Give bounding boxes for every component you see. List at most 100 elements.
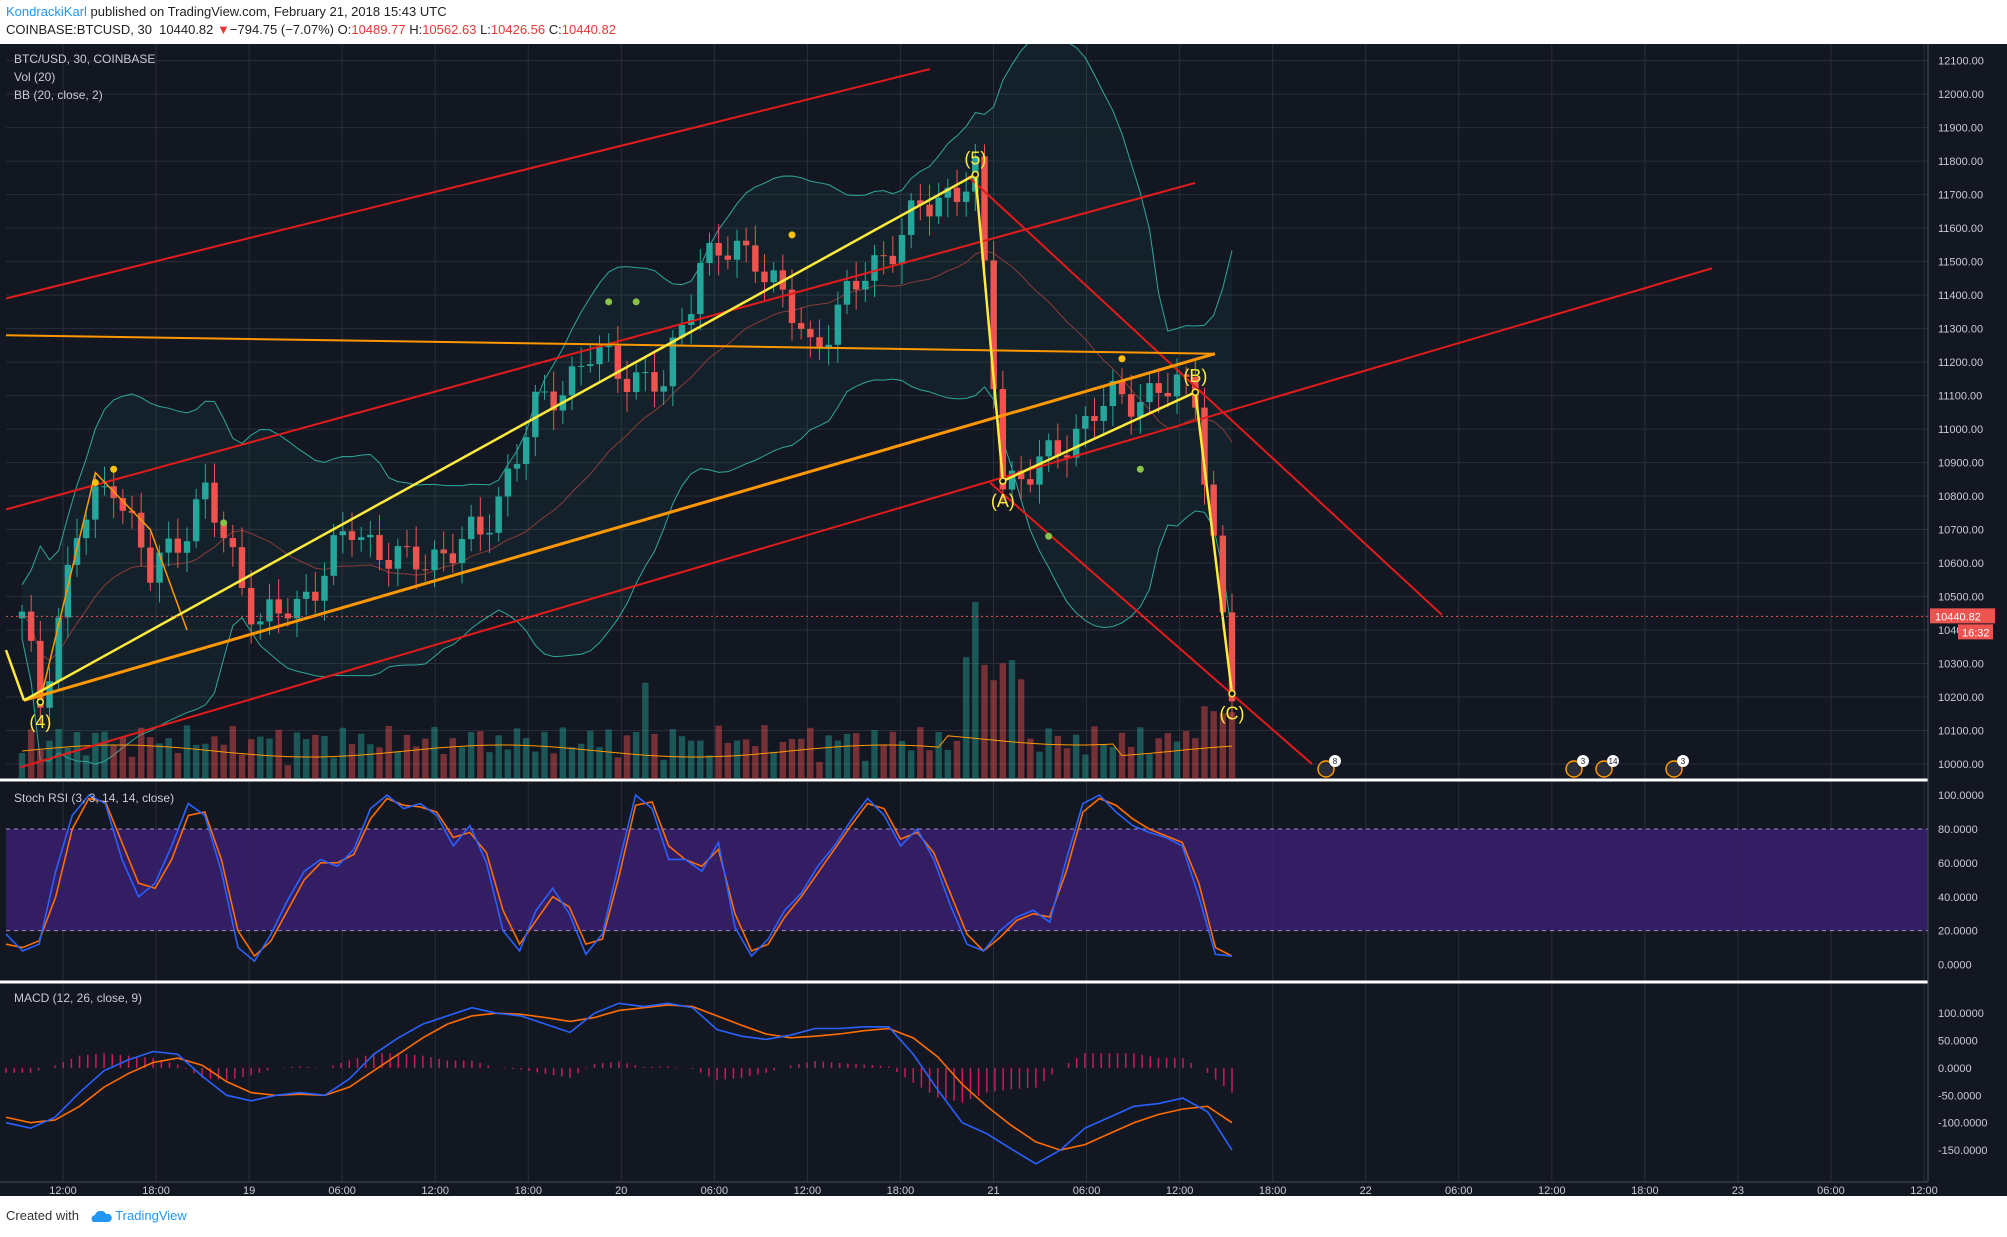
candle-body — [1008, 470, 1016, 490]
candle-body — [1118, 380, 1126, 395]
close-value: 10440.82 — [561, 22, 616, 37]
candle-body — [1100, 405, 1107, 422]
candle-body — [862, 280, 869, 290]
candle-body — [183, 541, 191, 553]
candle-body — [1146, 383, 1153, 403]
candle-body — [1045, 440, 1052, 457]
signal-dot — [220, 519, 228, 527]
volume-bar — [1127, 746, 1135, 779]
volume-bar — [394, 751, 402, 779]
volume-bar — [147, 737, 154, 779]
volume-bar — [192, 744, 200, 779]
macd-tick-label: -100.0000 — [1938, 1118, 1988, 1130]
high-value: 10562.63 — [422, 22, 477, 37]
volume-bar — [623, 735, 631, 779]
candle-body — [953, 187, 961, 202]
volume-bar — [779, 741, 787, 779]
event-count-text: 14 — [1609, 757, 1618, 766]
time-axis-background — [0, 1182, 2007, 1196]
candle-body — [174, 538, 182, 553]
candle-body — [522, 437, 530, 465]
low-value: 10426.56 — [490, 22, 546, 37]
candle-body — [999, 389, 1007, 490]
candle-body — [211, 482, 218, 523]
volume-bar — [46, 740, 53, 779]
time-tick-label: 06:00 — [1073, 1185, 1101, 1196]
author-link[interactable]: KondrackiKarl — [6, 4, 87, 19]
candle-body — [541, 391, 548, 393]
tradingview-brand-link[interactable]: TradingView — [115, 1208, 187, 1223]
candle-body — [761, 271, 768, 283]
volume-bar — [797, 738, 805, 779]
candle-body — [257, 621, 264, 625]
candle-body — [339, 531, 347, 536]
wave-label: (C) — [1220, 704, 1245, 724]
price-tick-label: 12000.00 — [1938, 89, 1984, 101]
volume-bar — [697, 740, 704, 779]
created-with-label: Created with — [6, 1208, 79, 1223]
volume-bar — [165, 738, 172, 779]
volume-bar — [339, 727, 347, 779]
volume-bar — [1146, 754, 1153, 779]
time-tick-label: 23 — [1732, 1185, 1744, 1196]
volume-bar — [1100, 744, 1107, 779]
candle-body — [623, 378, 631, 392]
price-tick-label: 10700.00 — [1938, 525, 1984, 537]
pane-titles: BTC/USD, 30, COINBASE Vol (20) BB (20, c… — [14, 52, 174, 1005]
price-tick-label: 10200.00 — [1938, 692, 1984, 704]
candle-body — [1182, 374, 1190, 377]
volume-bar — [687, 740, 695, 779]
candle-body — [917, 200, 924, 205]
time-tick-label: 12:00 — [421, 1185, 449, 1196]
volume-bar — [871, 730, 878, 779]
volume-bar — [642, 682, 649, 779]
time-tick-label: 06:00 — [1445, 1185, 1473, 1196]
candle-body — [532, 391, 539, 438]
volume-bar — [449, 738, 457, 779]
price-tick-label: 10300.00 — [1938, 659, 1984, 671]
time-tick-label: 12:00 — [1910, 1185, 1938, 1196]
candle-body — [156, 552, 163, 583]
price-tick-label: 10800.00 — [1938, 491, 1984, 503]
volume-bar — [247, 739, 255, 779]
volume-bar — [559, 727, 567, 779]
candle-body — [192, 499, 200, 542]
rsi-tick-label: 20.0000 — [1938, 926, 1978, 938]
candle-body — [1091, 416, 1098, 422]
candle-body — [1164, 392, 1172, 397]
candle-body — [128, 510, 136, 513]
bb-lower-line — [21, 378, 1233, 765]
price-tick-label: 11900.00 — [1938, 123, 1983, 135]
volume-bar — [1155, 738, 1162, 779]
volume-bar — [889, 731, 897, 779]
volume-bar — [1072, 734, 1080, 779]
candle-body — [797, 323, 805, 329]
candle-body — [880, 255, 887, 257]
volume-bar — [257, 736, 264, 779]
candle-body — [431, 549, 438, 571]
candle-body — [55, 617, 62, 682]
candle-body — [266, 599, 273, 622]
time-tick-label: 18:00 — [1259, 1185, 1287, 1196]
candle-body — [605, 345, 612, 348]
signal-dot — [1045, 532, 1053, 540]
volume-bar — [238, 754, 246, 779]
candle-body — [1063, 455, 1071, 458]
candle-body — [247, 588, 255, 625]
chart-canvas[interactable]: (4) (5) (A) (B) (C) 8 3 14 3 12100.00 12000.00 119… — [0, 44, 2007, 1196]
wave-label: (B) — [1183, 366, 1207, 386]
open-label: O: — [337, 22, 352, 37]
candle-body — [614, 345, 622, 379]
volume-bar — [211, 736, 218, 779]
candle-body — [1109, 380, 1117, 406]
candle-body — [367, 534, 374, 538]
volume-bar — [1219, 713, 1227, 779]
wave-lead-line — [4, 649, 26, 701]
price-tick-label: 10100.00 — [1938, 725, 1984, 737]
time-tick-label: 06:00 — [1817, 1185, 1845, 1196]
rsi-k-line — [5, 793, 1233, 963]
wave-point — [971, 170, 980, 179]
flag-event-icon — [1565, 760, 1583, 778]
price-tick-label: 11300.00 — [1938, 324, 1983, 336]
time-tick-label: 21 — [987, 1185, 999, 1196]
